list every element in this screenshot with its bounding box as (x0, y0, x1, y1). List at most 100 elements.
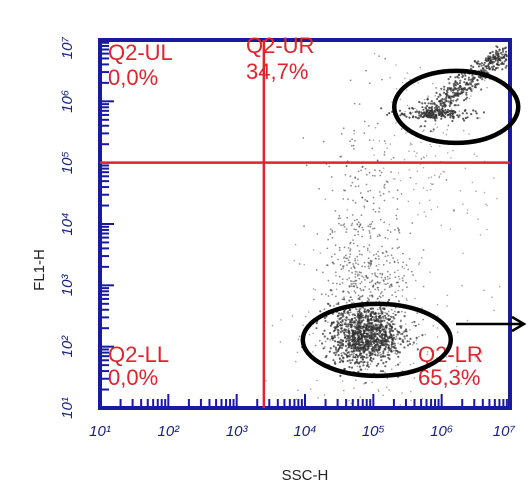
event-dot (374, 283, 376, 285)
event-dot (386, 387, 388, 389)
event-dot (450, 157, 452, 159)
event-dot (375, 258, 377, 260)
event-dot (402, 262, 404, 264)
q-ul-name: Q2-UL (108, 40, 173, 65)
event-dot (474, 153, 476, 155)
event-dot (452, 95, 454, 97)
event-dot (355, 343, 357, 345)
event-dot (378, 391, 380, 393)
event-dot (349, 243, 351, 245)
event-dot (444, 109, 446, 111)
event-dot (466, 97, 468, 99)
event-dot (380, 107, 382, 109)
event-dot (481, 78, 483, 80)
event-dot (334, 231, 336, 233)
event-dot (347, 310, 349, 312)
event-dot (359, 361, 361, 363)
event-dot (377, 352, 379, 354)
event-dot (394, 178, 396, 180)
event-dot (337, 259, 339, 261)
event-dot (461, 285, 463, 287)
event-dot (351, 299, 353, 301)
event-dot (355, 332, 357, 334)
event-dot (442, 105, 444, 107)
event-dot (364, 286, 366, 288)
event-dot (371, 280, 373, 282)
event-dot (422, 131, 424, 133)
event-dot (492, 54, 494, 56)
event-dot (453, 85, 455, 87)
x-tick-labels: 10¹ 10² 10³ 10⁴ 10⁵ 10⁶ 10⁷ (89, 423, 515, 440)
event-dot (416, 339, 418, 341)
event-dot (468, 87, 470, 89)
event-dot (373, 197, 375, 199)
event-dot (353, 130, 355, 132)
x-tick-label: 10² (157, 423, 180, 440)
event-dot (358, 226, 360, 228)
event-dot (443, 92, 445, 94)
event-dot (349, 359, 351, 361)
event-dot (359, 299, 361, 301)
event-dot (357, 315, 359, 317)
event-dot (452, 92, 454, 94)
event-dot (376, 333, 378, 335)
event-dot (397, 247, 399, 249)
event-dot (330, 339, 332, 341)
event-dot (338, 218, 340, 220)
event-dot (405, 116, 407, 118)
event-dot (359, 288, 361, 290)
event-dot (419, 116, 421, 118)
event-dot (371, 344, 373, 346)
event-dot (397, 352, 399, 354)
event-dot (497, 55, 499, 57)
event-dot (392, 313, 394, 315)
event-dot (361, 196, 363, 198)
event-dot (430, 183, 432, 185)
event-dot (415, 280, 417, 282)
event-dot (397, 208, 399, 210)
event-dot (352, 331, 354, 333)
event-dot (377, 159, 379, 161)
event-dot (353, 133, 355, 135)
event-dot (342, 198, 344, 200)
event-dot (395, 314, 397, 316)
event-dot (418, 112, 420, 114)
event-dot (330, 325, 332, 327)
event-dot (331, 176, 333, 178)
x-tick-label: 10⁶ (430, 423, 453, 440)
event-dot (361, 331, 363, 333)
event-dot (378, 258, 380, 260)
event-dot (347, 313, 349, 315)
event-dot (443, 88, 445, 90)
event-dot (429, 144, 431, 146)
event-dot (363, 277, 365, 279)
event-dot (327, 239, 329, 241)
event-dot (380, 347, 382, 349)
event-dot (316, 269, 318, 271)
event-dot (280, 341, 282, 343)
event-dot (350, 350, 352, 352)
event-dot (421, 334, 423, 336)
event-dot (492, 68, 494, 70)
event-dot (428, 102, 430, 104)
event-dot (360, 341, 362, 343)
event-dot (364, 335, 366, 337)
event-dot (385, 256, 387, 258)
event-dot (470, 113, 472, 115)
event-dot (354, 356, 356, 358)
event-dot (501, 53, 503, 55)
event-dot (400, 333, 402, 335)
y-tick-label: 10⁷ (59, 37, 76, 60)
event-dot (371, 273, 373, 275)
event-dot (371, 148, 373, 150)
event-dot (355, 308, 357, 310)
event-dot (384, 315, 386, 317)
event-dot (436, 111, 438, 113)
event-dot (391, 346, 393, 348)
event-dot (349, 285, 351, 287)
event-dot (428, 107, 430, 109)
event-dot (363, 383, 365, 385)
event-dot (333, 305, 335, 307)
event-dot (327, 321, 329, 323)
event-dot (358, 185, 360, 187)
